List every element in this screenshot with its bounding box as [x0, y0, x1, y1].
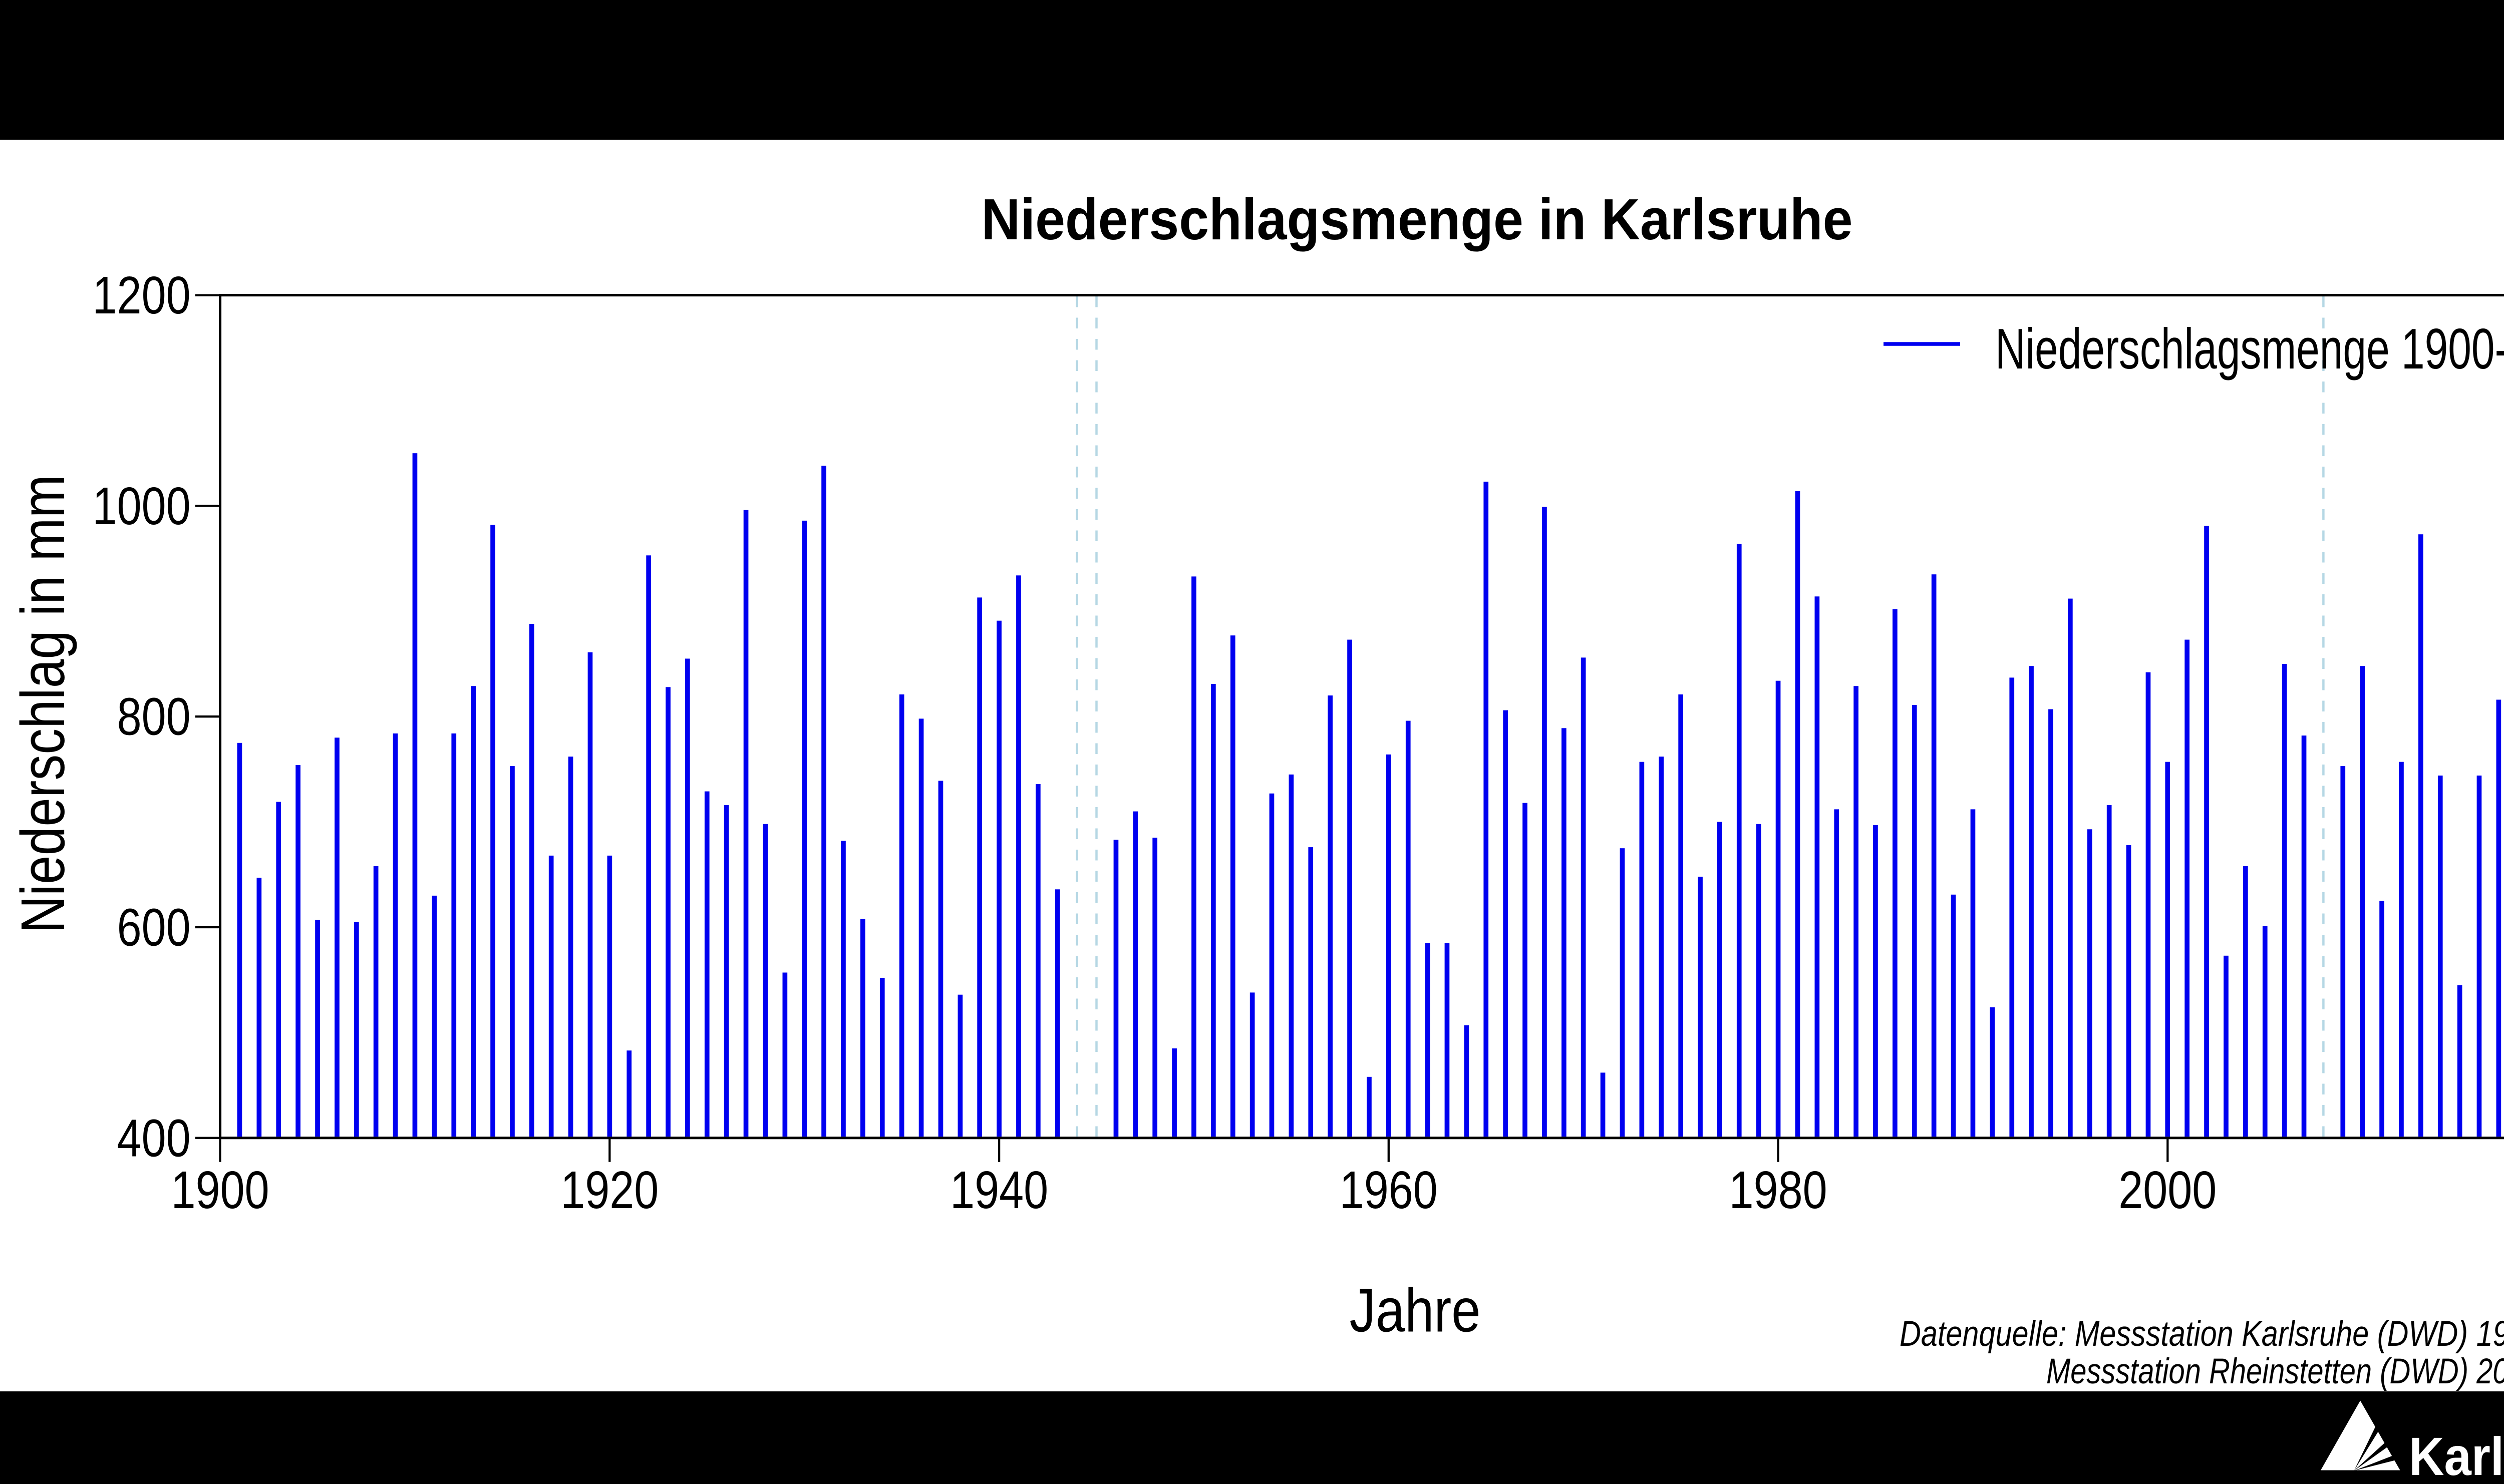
svg-text:1000: 1000 — [93, 477, 191, 536]
svg-text:Niederschlagsmenge in Karlsruh: Niederschlagsmenge in Karlsruhe — [982, 187, 1853, 252]
svg-text:1200: 1200 — [93, 266, 191, 325]
svg-text:800: 800 — [117, 687, 191, 747]
svg-text:Jahre: Jahre — [1350, 1277, 1481, 1345]
svg-text:1900: 1900 — [171, 1161, 269, 1220]
svg-text:1940: 1940 — [950, 1161, 1048, 1220]
svg-text:1960: 1960 — [1340, 1161, 1438, 1220]
svg-text:Karlsruhe: Karlsruhe — [2409, 1426, 2504, 1484]
svg-text:Niederschlag in mm: Niederschlag in mm — [9, 475, 78, 933]
svg-text:1920: 1920 — [560, 1161, 659, 1220]
svg-text:400: 400 — [117, 1108, 191, 1168]
svg-text:Niederschlagsmenge 1900-2022: Niederschlagsmenge 1900-2022 — [1995, 317, 2504, 381]
svg-text:Messstation Rheinstetten (DWD): Messstation Rheinstetten (DWD) 2009-2022 — [2046, 1352, 2504, 1391]
svg-text:2000: 2000 — [2118, 1161, 2217, 1220]
svg-text:600: 600 — [117, 898, 191, 957]
svg-text:Datenquelle: Messstation Karls: Datenquelle: Messstation Karlsruhe (DWD)… — [1900, 1314, 2504, 1354]
svg-text:1980: 1980 — [1729, 1161, 1827, 1220]
